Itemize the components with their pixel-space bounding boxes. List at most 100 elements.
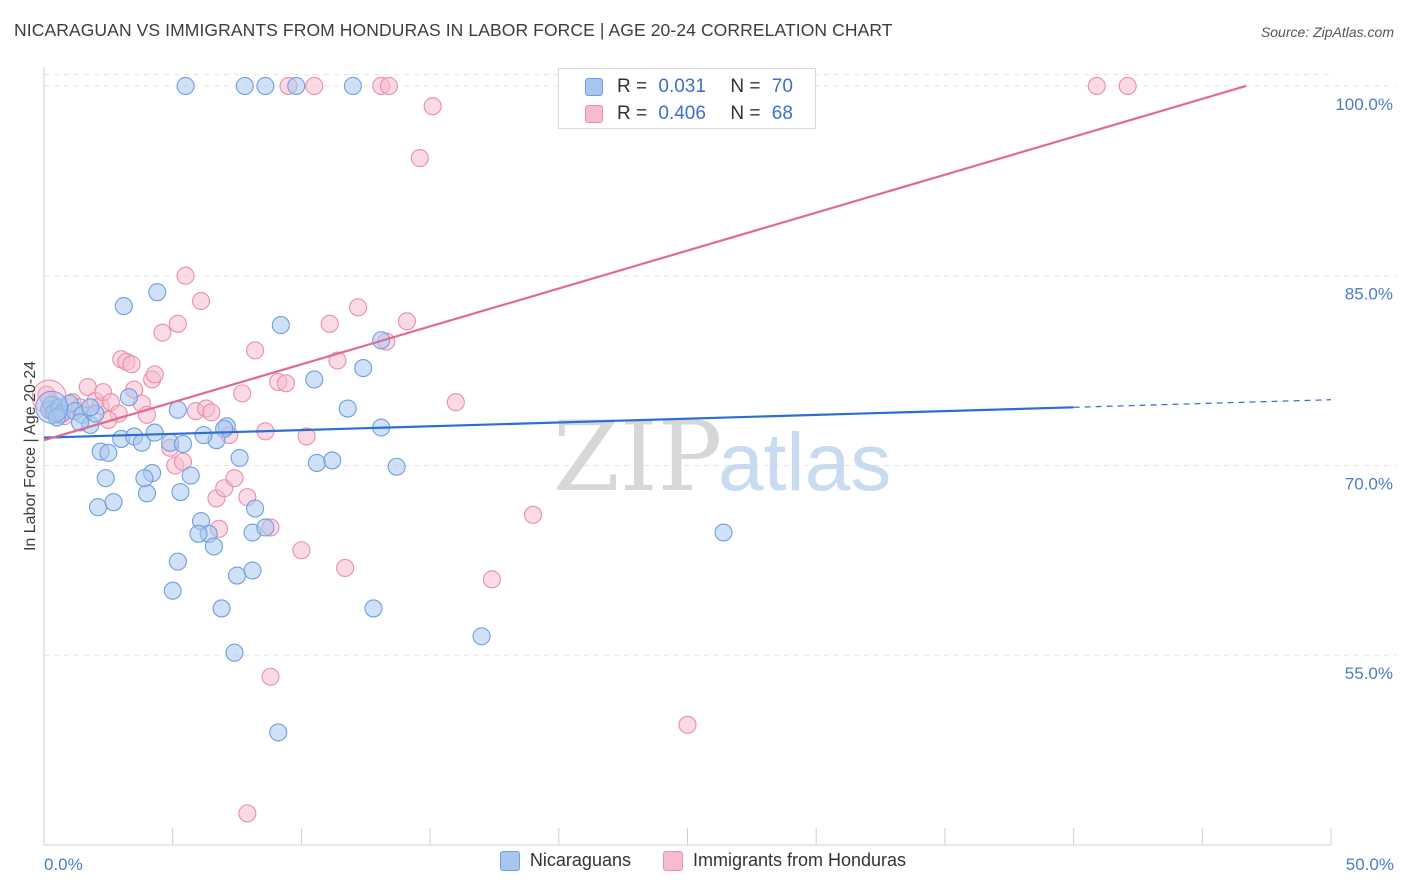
legend-swatch-pink (662, 850, 683, 871)
data-point-nicaraguans (256, 76, 275, 96)
data-point-nicaraguans (181, 466, 200, 485)
legend-swatch-pink (585, 105, 603, 123)
data-point-nicaraguans (114, 297, 133, 316)
data-point-honduras (423, 97, 442, 116)
data-point-nicaraguans (212, 599, 231, 618)
legend-swatch-blue (499, 850, 520, 871)
correlation-legend: R = 0.031 N = 70 R = 0.406 N = 68 (558, 68, 816, 129)
data-point-nicaraguans (204, 537, 223, 556)
data-point-honduras (328, 351, 347, 370)
data-point-nicaraguans (269, 723, 288, 742)
data-point-nicaraguans (81, 398, 100, 417)
data-point-honduras (145, 365, 164, 384)
legend-r-label: R = (617, 103, 648, 124)
data-point-honduras (246, 341, 265, 360)
data-point-honduras (446, 393, 465, 412)
data-point-nicaraguans (70, 413, 90, 432)
data-point-nicaraguans (243, 561, 262, 580)
data-point-nicaraguans (104, 493, 123, 512)
data-point-nicaraguans (256, 518, 275, 537)
legend-item-honduras[interactable]: Immigrants from Honduras (662, 850, 906, 871)
chart-title: NICARAGUAN VS IMMIGRANTS FROM HONDURAS I… (14, 20, 893, 40)
data-point-honduras (225, 469, 244, 488)
trend-line-nicaraguans-extension (1073, 399, 1332, 408)
legend-n-value: 68 (771, 103, 793, 124)
trend-lines (43, 84, 1332, 442)
data-point-nicaraguans (171, 483, 190, 502)
data-point-nicaraguans (135, 469, 154, 488)
data-point-honduras (348, 298, 368, 317)
data-point-nicaraguans (168, 552, 187, 571)
data-point-nicaraguans (338, 399, 357, 418)
y-tick-labels: 55.0% 70.0% 85.0% 100.0% (1335, 95, 1393, 683)
data-point-honduras (176, 266, 195, 285)
data-point-honduras (482, 570, 501, 589)
legend-label-nicaraguans: Nicaraguans (529, 850, 631, 870)
legend-row-honduras: R = 0.406 N = 68 (585, 101, 793, 127)
data-point-honduras (1087, 76, 1106, 96)
data-point-nicaraguans (176, 76, 195, 96)
data-point-nicaraguans (47, 408, 66, 427)
data-point-honduras (168, 314, 187, 333)
data-point-honduras (191, 291, 211, 311)
data-point-honduras (238, 804, 257, 823)
data-point-nicaraguans (307, 453, 326, 473)
legend-n-label: N = (730, 103, 761, 124)
series-nicaraguans-points (35, 76, 733, 742)
y-tick-label: 100.0% (1335, 95, 1393, 114)
legend-n-value: 70 (771, 76, 793, 97)
data-point-nicaraguans (137, 484, 157, 503)
data-point-nicaraguans (305, 370, 324, 389)
data-point-nicaraguans (287, 76, 306, 96)
legend-swatch-blue (585, 78, 603, 96)
data-point-nicaraguans (228, 566, 247, 585)
data-point-nicaraguans (472, 627, 491, 646)
legend-r-value: 0.406 (658, 103, 706, 124)
data-point-honduras (292, 541, 311, 560)
watermark-atlas: atlas (718, 417, 891, 508)
x-tick-label-min: 0.0% (44, 855, 83, 874)
data-point-nicaraguans (89, 498, 108, 517)
data-point-honduras (305, 76, 324, 96)
data-point-nicaraguans (225, 643, 244, 662)
y-tick-label: 55.0% (1345, 664, 1393, 683)
data-point-nicaraguans (230, 448, 249, 467)
data-point-nicaraguans (246, 499, 265, 518)
data-point-honduras (1118, 76, 1137, 96)
data-point-nicaraguans (354, 359, 373, 378)
data-point-nicaraguans (323, 451, 342, 470)
trend-line-honduras (43, 84, 1247, 442)
data-point-nicaraguans (271, 316, 290, 335)
data-point-nicaraguans (173, 434, 193, 454)
legend-n-label: N = (730, 76, 761, 97)
trend-line-nicaraguans (43, 406, 1074, 439)
data-point-nicaraguans (99, 443, 118, 462)
data-point-nicaraguans (194, 426, 213, 445)
data-point-nicaraguans (145, 423, 164, 442)
data-point-nicaraguans (387, 457, 406, 476)
x-tick-label-max: 50.0% (1346, 855, 1394, 874)
y-tick-label: 70.0% (1345, 474, 1393, 493)
y-tick-label: 85.0% (1345, 285, 1393, 304)
data-point-honduras (379, 76, 398, 96)
data-point-honduras (410, 149, 429, 168)
data-point-honduras (397, 312, 416, 331)
data-point-nicaraguans (343, 76, 362, 96)
data-point-nicaraguans (96, 469, 115, 488)
axes (43, 67, 1332, 846)
data-point-honduras (276, 374, 296, 393)
data-point-nicaraguans (168, 400, 187, 419)
data-point-honduras (261, 667, 280, 686)
series-legend: Nicaraguans Immigrants from Honduras (0, 850, 1406, 871)
legend-r-label: R = (617, 76, 648, 97)
data-point-honduras (233, 384, 252, 403)
data-point-honduras (122, 355, 141, 374)
data-point-nicaraguans (148, 283, 167, 302)
data-point-honduras (153, 323, 172, 342)
data-point-cluster-nicaraguans (35, 390, 69, 424)
data-point-honduras (336, 558, 355, 578)
y-axis-title: In Labor Force | Age 20-24 (22, 361, 39, 551)
legend-item-nicaraguans[interactable]: Nicaraguans (499, 850, 631, 871)
data-point-honduras (297, 427, 316, 446)
